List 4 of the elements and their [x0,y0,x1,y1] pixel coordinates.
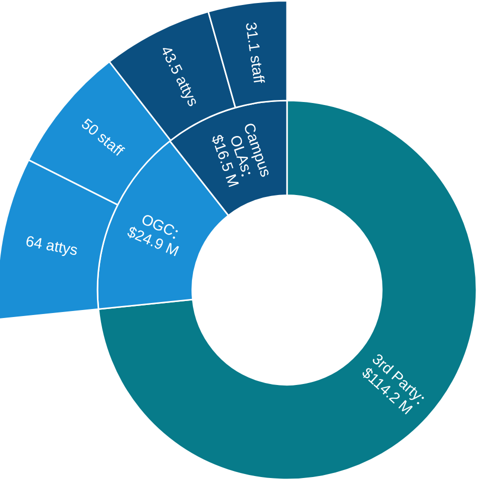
slice-label: 64 attys [24,233,80,260]
slice-label: 31.1 staff [242,21,268,86]
slice-label: 50 staff [78,116,128,160]
slice-label: 43.5 attys [156,43,202,110]
